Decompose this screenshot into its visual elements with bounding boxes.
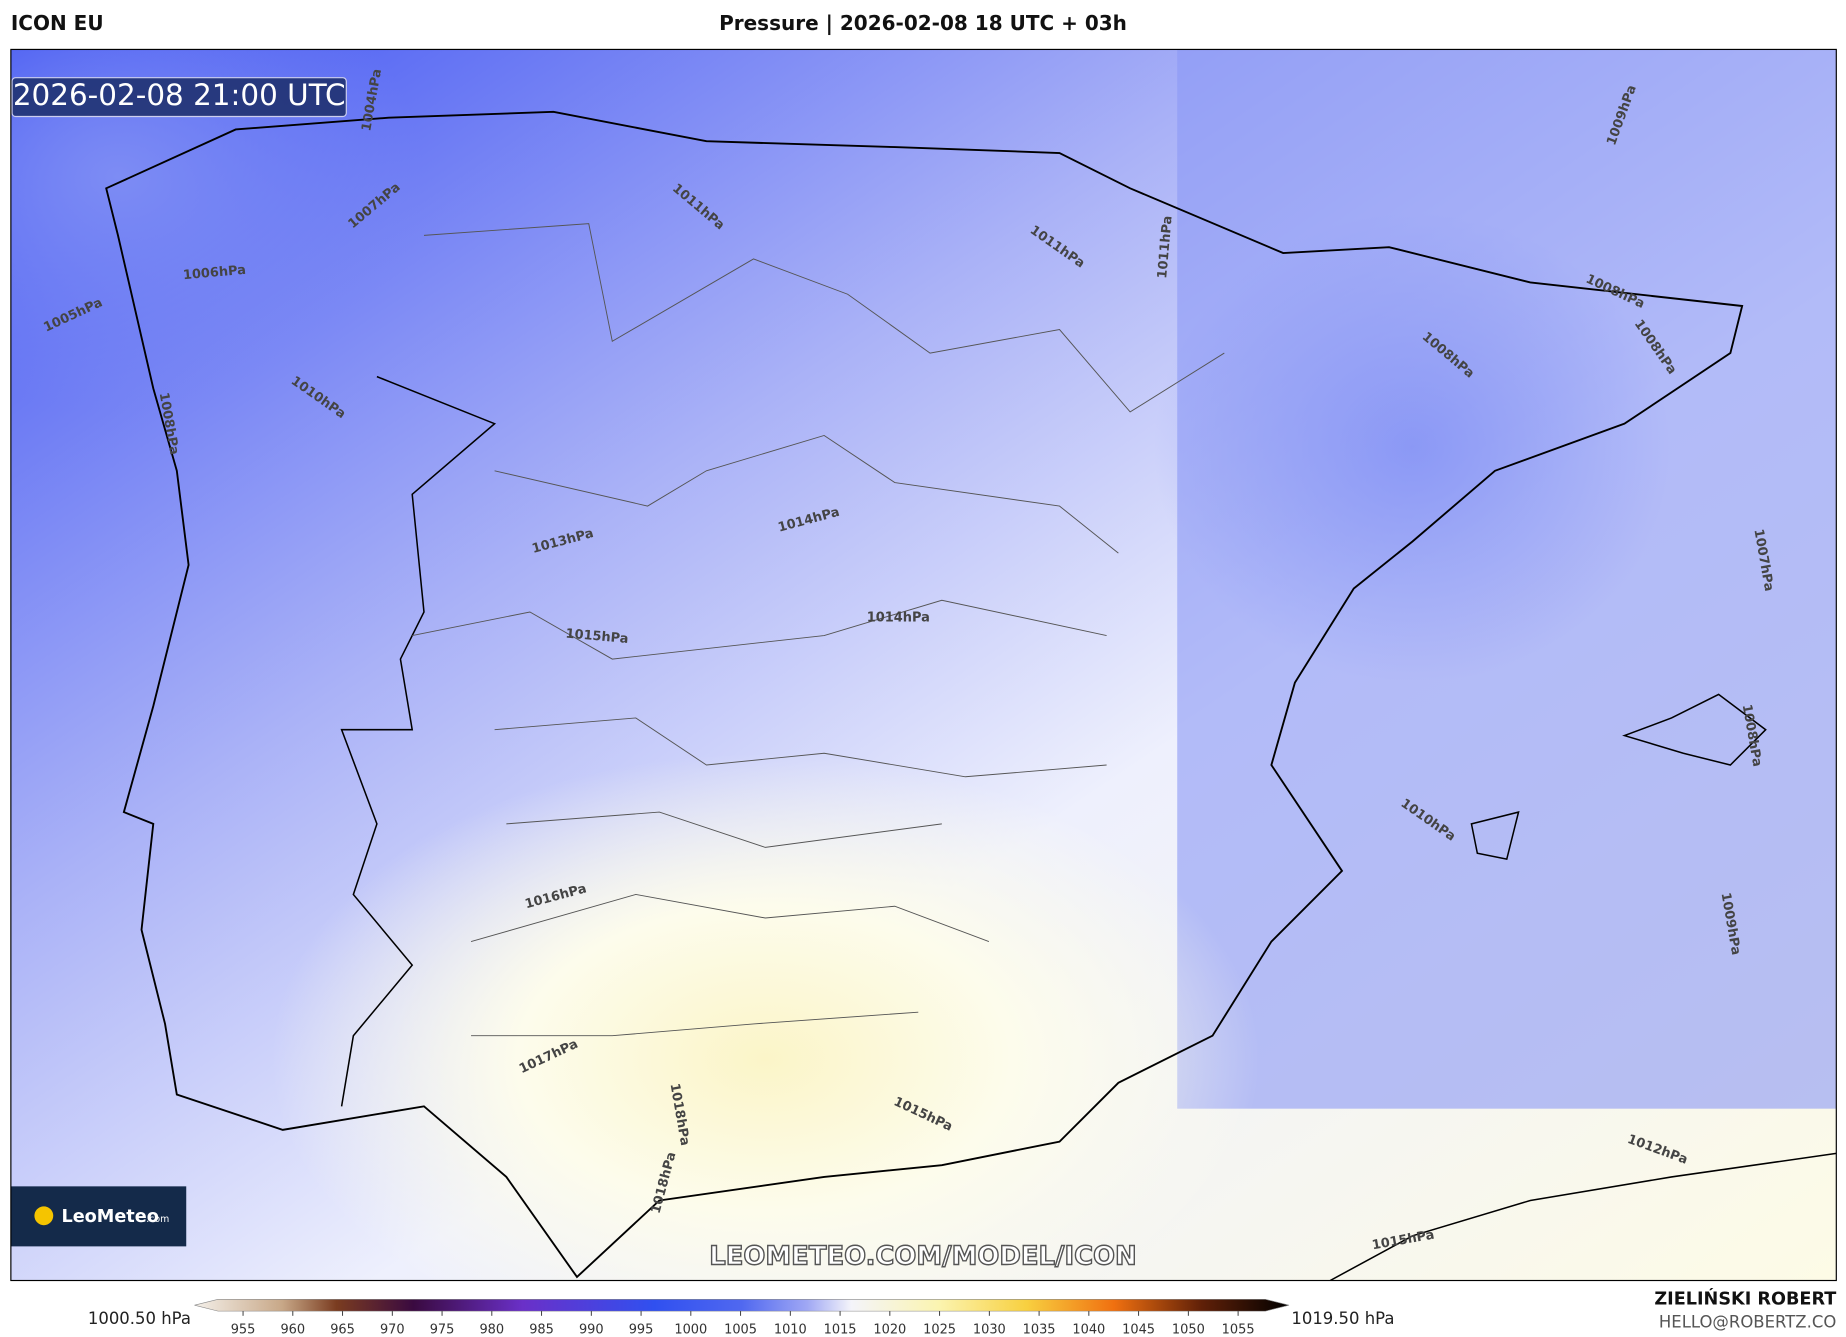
credit-name: ZIELIŃSKI ROBERT xyxy=(1654,1287,1836,1309)
map-frame xyxy=(10,48,1837,1282)
colorbar-tick-label: 985 xyxy=(529,1322,554,1337)
island xyxy=(1470,693,1767,861)
colorbar-bar xyxy=(194,1299,1290,1312)
colorbar-tick-label: 995 xyxy=(629,1322,654,1337)
pressure-field xyxy=(10,49,424,412)
colorbar-tick-label: 975 xyxy=(430,1322,455,1337)
colorbar-tick-label: 965 xyxy=(330,1322,355,1337)
logo-sun xyxy=(34,1206,54,1226)
isobar-label: 1015hPa xyxy=(565,627,629,647)
watermark: LEOMETEO.COM/MODEL/ICON xyxy=(709,1241,1136,1271)
map-title: Pressure | 2026-02-08 18 UTC + 03h xyxy=(719,11,1127,35)
colorbar-tick-label: 1015 xyxy=(824,1322,857,1337)
colorbar-tick-label: 1000 xyxy=(674,1322,707,1337)
colorbar-min: 1000.50 hPa xyxy=(88,1309,191,1328)
border xyxy=(340,375,497,1107)
colorbar-tick-label: 960 xyxy=(280,1322,305,1337)
colorbar-tick-label: 1010 xyxy=(774,1322,807,1337)
colorbar-tick-label: 1050 xyxy=(1172,1322,1205,1337)
colorbar-tick-label: 1045 xyxy=(1122,1322,1155,1337)
colorbar-tick-label: 970 xyxy=(380,1322,405,1337)
colorbar-max: 1019.50 hPa xyxy=(1291,1309,1394,1328)
colorbar-tick-label: 990 xyxy=(579,1322,604,1337)
model-name: ICON EU xyxy=(11,11,104,35)
pressure-field xyxy=(271,753,1260,1281)
colorbar-tick-label: 1025 xyxy=(923,1322,956,1337)
region-border xyxy=(412,223,1225,1037)
pressure-field xyxy=(1153,211,1672,683)
colorbar-tick-label: 1030 xyxy=(973,1322,1006,1337)
colorbar-tick-label: 1005 xyxy=(724,1322,757,1337)
colorbar-tick-label: 1020 xyxy=(873,1322,906,1337)
colorbar-tick-label: 955 xyxy=(231,1322,256,1337)
isobar-label: 1014hPa xyxy=(867,610,930,625)
timestamp-box xyxy=(11,77,347,118)
colorbar: 1000.50 hPa 1019.50 hPa 955 960 965 970 975 9… xyxy=(88,1299,1394,1337)
colorbar-tick-label: 1035 xyxy=(1023,1322,1056,1337)
coastline xyxy=(105,110,1744,1279)
credit-email: HELLO@ROBERTZ.CO xyxy=(1659,1312,1836,1331)
colorbar-tick-label: 1055 xyxy=(1222,1322,1255,1337)
timestamp: 2026-02-08 21:00 UTC xyxy=(13,78,346,112)
isobar-label: 1006hPa xyxy=(182,263,246,283)
colorbar-tick-label: 980 xyxy=(479,1322,504,1337)
isobar-label: 1011hPa xyxy=(1155,215,1175,279)
coastline xyxy=(1329,1152,1837,1281)
logo-suffix: .com xyxy=(146,1214,169,1225)
logo-name: LeoMeteo xyxy=(61,1207,158,1227)
colorbar-tick-label: 1040 xyxy=(1072,1322,1105,1337)
